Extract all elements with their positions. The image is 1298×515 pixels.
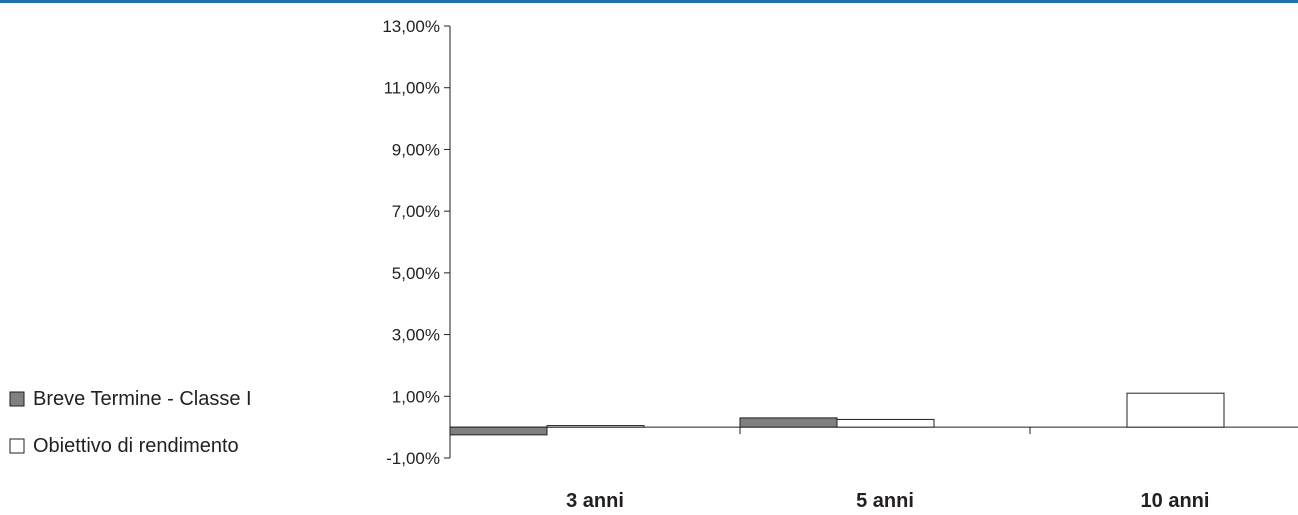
y-tick-label: 5,00% bbox=[392, 264, 440, 283]
bar-series-2 bbox=[546, 425, 645, 428]
bar-series-2 bbox=[836, 418, 935, 428]
x-category-label: 10 anni bbox=[1141, 490, 1210, 512]
bar-series-1 bbox=[449, 426, 548, 436]
y-tick-label: 3,00% bbox=[392, 326, 440, 345]
y-tick-label: 9,00% bbox=[392, 140, 440, 159]
y-tick-label: 7,00% bbox=[392, 202, 440, 221]
x-axis: 3 anni 5 anni 10 anni bbox=[450, 426, 1298, 512]
top-rule bbox=[0, 0, 1298, 3]
legend-swatch-series-1 bbox=[9, 391, 25, 407]
y-tick-label: 1,00% bbox=[392, 387, 440, 406]
legend-label-series-2: Obiettivo di rendimento bbox=[33, 435, 239, 457]
y-tick-label: 13,00% bbox=[382, 17, 440, 36]
legend: Breve Termine - Classe I Obiettivo di ren… bbox=[9, 388, 252, 457]
y-tick-label: 11,00% bbox=[384, 79, 440, 98]
x-category-label: 3 anni bbox=[566, 490, 624, 512]
bars bbox=[449, 392, 1225, 436]
bar-series-1 bbox=[739, 417, 838, 428]
legend-label-series-1: Breve Termine - Classe I bbox=[33, 388, 252, 410]
bar-series-2 bbox=[1126, 392, 1225, 428]
x-category-label: 5 anni bbox=[856, 490, 914, 512]
y-tick-label: -1,00% bbox=[386, 449, 440, 468]
y-axis: 13,00% 11,00% 9,00% 7,00% 5,00% 3,00% 1,00% -1,… bbox=[382, 17, 451, 468]
legend-swatch-series-2 bbox=[9, 438, 25, 454]
